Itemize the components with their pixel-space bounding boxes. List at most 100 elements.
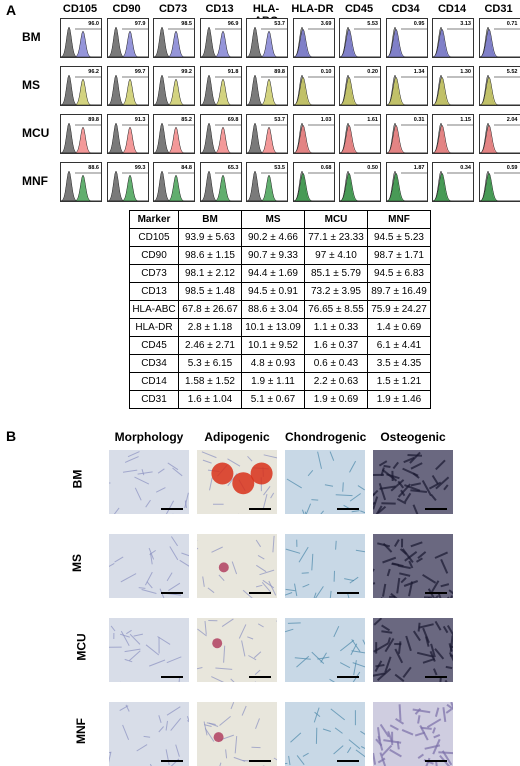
table-value-cell: 75.9 ± 24.27 bbox=[368, 301, 431, 319]
cell-stroke bbox=[125, 659, 133, 661]
scale-bar bbox=[337, 508, 359, 510]
histogram-mnf-cd13: 65.3 bbox=[200, 162, 242, 202]
histogram-ms-cd31: 5.52 bbox=[479, 66, 520, 106]
cell-stroke bbox=[441, 584, 449, 586]
positive-percent-value: 0.34 bbox=[460, 165, 471, 171]
cell-stroke bbox=[411, 463, 422, 469]
micrograph-mnf-osteogenic bbox=[373, 702, 453, 766]
cell-stroke bbox=[413, 710, 431, 713]
positive-percent-value: 89.8 bbox=[274, 69, 285, 75]
positive-percent-value: 89.8 bbox=[88, 117, 99, 123]
micrograph-ms-adipogenic bbox=[197, 534, 277, 598]
histogram-ms-cd45: 0.20 bbox=[339, 66, 381, 106]
cell-stroke bbox=[414, 505, 418, 514]
micrograph-mcu-chondrogenic bbox=[285, 618, 365, 682]
cell-stroke bbox=[248, 456, 253, 461]
table-value-cell: 0.6 ± 0.43 bbox=[305, 355, 368, 373]
cell-stroke bbox=[274, 758, 277, 761]
cell-stroke bbox=[147, 582, 152, 589]
micrograph-mnf-morphology bbox=[109, 702, 189, 766]
cell-stroke bbox=[444, 485, 448, 490]
cell-stroke bbox=[311, 593, 316, 598]
cell-stroke bbox=[395, 675, 404, 682]
positive-percent-value: 3.13 bbox=[460, 21, 471, 27]
cell-stroke bbox=[231, 679, 237, 682]
cell-stroke bbox=[334, 626, 339, 637]
cell-stroke bbox=[356, 750, 365, 761]
positive-percent-value: 1.03 bbox=[321, 117, 332, 123]
table-value-cell: 5.1 ± 0.67 bbox=[242, 391, 305, 409]
cell-stroke bbox=[395, 540, 399, 547]
table-value-cell: 76.65 ± 8.55 bbox=[305, 301, 368, 319]
cell-stroke bbox=[256, 585, 262, 587]
cell-stroke bbox=[289, 756, 290, 765]
positive-percent-value: 99.2 bbox=[181, 69, 192, 75]
cell-stroke bbox=[374, 618, 381, 625]
cell-stroke bbox=[312, 554, 313, 571]
positive-percent-value: 1.15 bbox=[460, 117, 471, 123]
marker-peak bbox=[387, 125, 427, 153]
table-marker-cell: CD34 bbox=[130, 355, 179, 373]
cell-stroke bbox=[144, 736, 151, 737]
histogram-mnf-cd14: 0.34 bbox=[432, 162, 474, 202]
cell-stroke bbox=[388, 569, 390, 576]
cell-stroke bbox=[303, 584, 310, 587]
histogram-mcu-hla-abc: 53.7 bbox=[246, 114, 288, 154]
positive-percent-value: 97.9 bbox=[135, 21, 146, 27]
cell-stroke bbox=[159, 727, 164, 733]
marker-header-cd14: CD14 bbox=[429, 3, 475, 15]
scale-bar bbox=[249, 760, 271, 762]
histogram-mnf-hla-dr: 0.68 bbox=[293, 162, 335, 202]
cell-stroke bbox=[423, 575, 436, 583]
cell-stroke bbox=[128, 452, 140, 457]
micrograph-mcu-adipogenic bbox=[197, 618, 277, 682]
cell-stroke bbox=[443, 707, 445, 722]
table-value-cell: 94.4 ± 1.69 bbox=[242, 265, 305, 283]
cell-stroke bbox=[411, 483, 421, 485]
cell-stroke bbox=[410, 452, 420, 463]
scale-bar bbox=[249, 508, 271, 510]
cell-stroke bbox=[211, 677, 227, 682]
column-header-osteogenic: Osteogenic bbox=[373, 430, 453, 444]
cell-stroke bbox=[400, 704, 401, 721]
cell-stroke bbox=[135, 477, 149, 484]
panel-a-label: A bbox=[6, 2, 16, 18]
cell-stroke bbox=[215, 668, 232, 669]
positive-percent-value: 85.2 bbox=[181, 117, 192, 123]
cell-stroke bbox=[285, 629, 293, 633]
marker-header-cd90: CD90 bbox=[104, 3, 150, 15]
cell-stroke bbox=[139, 588, 146, 589]
cell-stroke bbox=[444, 626, 448, 632]
cell-stroke bbox=[336, 495, 353, 496]
table-marker-cell: CD31 bbox=[130, 391, 179, 409]
cell-stroke bbox=[263, 494, 267, 509]
cell-stroke bbox=[398, 741, 399, 749]
cell-stroke bbox=[388, 638, 390, 644]
micrograph-bm-osteogenic bbox=[373, 450, 453, 514]
cell-stroke bbox=[398, 566, 411, 569]
cell-stroke bbox=[262, 582, 270, 592]
marker-peak bbox=[387, 29, 427, 57]
table-value-cell: 1.4 ± 0.69 bbox=[368, 319, 431, 337]
cell-stroke bbox=[263, 580, 274, 588]
histogram-bm-cd13: 96.9 bbox=[200, 18, 242, 58]
cell-stroke bbox=[187, 716, 189, 729]
table-marker-cell: CD105 bbox=[130, 229, 179, 247]
cell-stroke bbox=[109, 753, 111, 754]
positive-percent-value: 5.53 bbox=[367, 21, 378, 27]
cell-stroke bbox=[264, 486, 271, 495]
cell-stroke bbox=[419, 624, 434, 627]
micrograph-mnf-chondrogenic bbox=[285, 702, 365, 766]
positive-percent-value: 96.2 bbox=[88, 69, 99, 75]
table-marker-cell: HLA-DR bbox=[130, 319, 179, 337]
histogram-mnf-cd73: 84.8 bbox=[153, 162, 195, 202]
table-marker-cell: CD14 bbox=[130, 373, 179, 391]
histogram-mnf-cd34: 1.87 bbox=[386, 162, 428, 202]
cell-stroke bbox=[285, 763, 287, 764]
cell-stroke bbox=[197, 668, 202, 670]
micrograph-texture bbox=[197, 450, 277, 514]
